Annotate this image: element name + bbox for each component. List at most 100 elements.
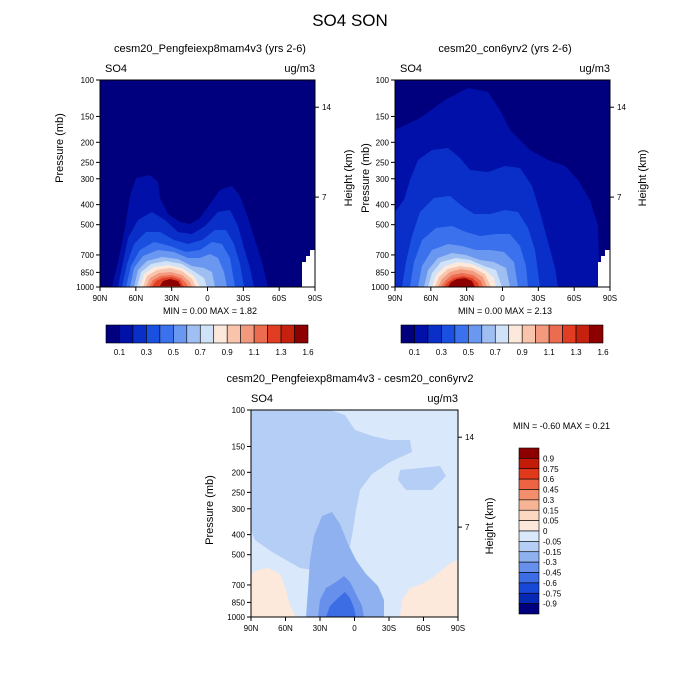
left-colorbar-swatch xyxy=(226,324,241,344)
left-pressure-tick-label: 250 xyxy=(81,158,95,167)
diff-panel-minmax: MIN = -0.60 MAX = 0.21 xyxy=(513,421,611,431)
diff-panel-units: ug/m3 xyxy=(427,393,458,405)
right-pressure-tick-label: 100 xyxy=(376,76,390,85)
diff-colorbar-swatch xyxy=(518,499,540,511)
right-lat-tick-label: 30N xyxy=(459,294,474,303)
right-colorbar-label: 1.1 xyxy=(544,348,556,357)
right-colorbar-swatch xyxy=(535,324,550,344)
right-pressure-tick-label: 700 xyxy=(376,251,390,260)
left-pressure-tick-label: 200 xyxy=(81,138,95,147)
diff-height-tick-label: 7 xyxy=(465,523,470,532)
diff-pressure-tick-label: 1000 xyxy=(227,613,245,622)
diff-colorbar-swatch xyxy=(518,509,540,521)
diff-contour-neg0.45 xyxy=(326,592,356,617)
right-colorbar-swatch xyxy=(481,324,496,344)
right-pressure-tick-label: 200 xyxy=(376,138,390,147)
diff-colorbar-swatch xyxy=(518,541,540,553)
left-colorbar-swatch xyxy=(146,324,161,344)
diff-colorbar-swatch xyxy=(518,447,540,459)
right-colorbar-swatch xyxy=(562,324,577,344)
right-colorbar-label: 1.6 xyxy=(597,348,609,357)
colorbars: 0.1 0.3 0.5 0.7 0.9 1.1 1.3 1.6 0.1 0.3 0.5 0.7 0.9 1… xyxy=(105,324,609,615)
left-colorbar-swatch xyxy=(186,324,201,344)
diff-lat-tick-label: 30N xyxy=(313,624,328,633)
diff-lat-tick-label: 0 xyxy=(352,624,357,633)
right-contour-1.6 xyxy=(448,278,475,287)
left-pressure-tick-label: 700 xyxy=(81,251,95,260)
diff-lat-tick-label: 30S xyxy=(382,624,396,633)
diff-pressure-tick-label: 200 xyxy=(232,468,246,477)
right-colorbar-label: 0.7 xyxy=(490,348,502,357)
diff-colorbar-label: 0.9 xyxy=(543,454,555,463)
diff-colorbar-label: 0.6 xyxy=(543,475,555,484)
diff-colorbar-label: -0.45 xyxy=(543,569,562,578)
diff-colorbar-swatch xyxy=(518,582,540,594)
right-colorbar-label: 0.3 xyxy=(436,348,448,357)
right-panel-minmax: MIN = 0.00 MAX = 2.13 xyxy=(457,306,553,316)
left-colorbar-label: 0.9 xyxy=(222,348,234,357)
figure-title: SO4 SON xyxy=(312,11,388,30)
right-colorbar-swatch xyxy=(521,324,536,344)
diff-colorbar-label: 0.75 xyxy=(543,465,559,474)
diff-colorbar-label: -0.3 xyxy=(543,558,557,567)
left-height-tick-label: 14 xyxy=(322,103,331,112)
left-colorbar-swatch xyxy=(105,324,120,344)
diff-colorbar-label: 0.15 xyxy=(543,506,559,515)
left-colorbar-swatch xyxy=(294,324,309,344)
left-height-tick-label: 7 xyxy=(322,193,327,202)
diff-pressure-tick-label: 700 xyxy=(232,581,246,590)
right-colorbar-label: 1.3 xyxy=(571,348,583,357)
diff-colorbar-swatch xyxy=(518,603,540,615)
diff-colorbar-label: -0.05 xyxy=(543,537,562,546)
left-colorbar-swatch xyxy=(213,324,228,344)
diff-lat-tick-label: 60N xyxy=(278,624,293,633)
diff-height-tick-label: 14 xyxy=(465,433,474,442)
right-colorbar-swatch xyxy=(427,324,442,344)
diff-pressure-tick-label: 250 xyxy=(232,488,246,497)
diff-colorbar-label: -0.9 xyxy=(543,600,557,609)
left-panel-variable: SO4 xyxy=(105,63,128,75)
right-height-tick-label: 14 xyxy=(617,103,626,112)
right-pressure-tick-label: 300 xyxy=(376,175,390,184)
diff-contour-pos-sh xyxy=(400,560,458,617)
left-pressure-tick-label: 850 xyxy=(81,268,95,277)
right-lat-tick-label: 60S xyxy=(567,294,581,303)
diff-colorbar-swatch xyxy=(518,478,540,490)
diff-colorbar-label: 0.05 xyxy=(543,517,559,526)
right-colorbar-swatch xyxy=(414,324,429,344)
left-colorbar-label: 1.6 xyxy=(302,348,314,357)
diff-colorbar-swatch xyxy=(518,458,540,470)
left-colorbar-swatch xyxy=(253,324,268,344)
right-pressure-tick-label: 850 xyxy=(376,268,390,277)
left-pressure-tick-label: 100 xyxy=(81,76,95,85)
left-colorbar-swatch xyxy=(240,324,255,344)
diff-pressure-tick-label: 100 xyxy=(232,406,246,415)
diff-panel-plot xyxy=(251,410,458,617)
right-pressure-tick-label: 400 xyxy=(376,201,390,210)
diff-colorbar-label: -0.15 xyxy=(543,548,562,557)
left-pressure-tick-label: 300 xyxy=(81,175,95,184)
right-colorbar-swatch xyxy=(508,324,523,344)
right-colorbar-swatch xyxy=(548,324,563,344)
left-lat-tick-label: 90S xyxy=(308,294,322,303)
right-lat-tick-label: 90S xyxy=(603,294,617,303)
left-panel-units: ug/m3 xyxy=(284,63,315,75)
right-colorbar-swatch xyxy=(400,324,415,344)
diff-colorbar-label: -0.6 xyxy=(543,579,557,588)
left-lat-tick-label: 60N xyxy=(128,294,143,303)
diff-lat-tick-label: 60S xyxy=(416,624,430,633)
left-colorbar-label: 0.1 xyxy=(114,348,126,357)
left-colorbar-label: 1.3 xyxy=(276,348,288,357)
diff-colorbar-swatch xyxy=(518,489,540,501)
right-colorbar-swatch xyxy=(441,324,456,344)
right-colorbar-label: 0.5 xyxy=(463,348,475,357)
right-lat-tick-label: 90N xyxy=(388,294,403,303)
left-lat-tick-label: 90N xyxy=(93,294,108,303)
diff-colorbar-label: 0.3 xyxy=(543,496,555,505)
diff-pressure-tick-label: 850 xyxy=(232,598,246,607)
right-pressure-tick-label: 500 xyxy=(376,221,390,230)
left-lat-tick-label: 30N xyxy=(164,294,179,303)
right-colorbar-swatch xyxy=(494,324,510,344)
